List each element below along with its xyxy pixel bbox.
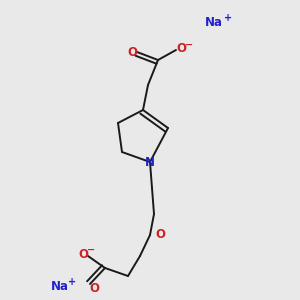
- Text: O: O: [127, 46, 137, 59]
- Text: N: N: [145, 155, 155, 169]
- Text: −: −: [87, 245, 95, 255]
- Text: O: O: [78, 248, 88, 260]
- Text: Na: Na: [205, 16, 223, 28]
- Text: Na: Na: [51, 280, 69, 293]
- Text: +: +: [224, 13, 232, 23]
- Text: O: O: [155, 229, 165, 242]
- Text: O: O: [89, 281, 99, 295]
- Text: O: O: [176, 41, 186, 55]
- Text: −: −: [185, 40, 193, 50]
- Text: +: +: [68, 277, 76, 287]
